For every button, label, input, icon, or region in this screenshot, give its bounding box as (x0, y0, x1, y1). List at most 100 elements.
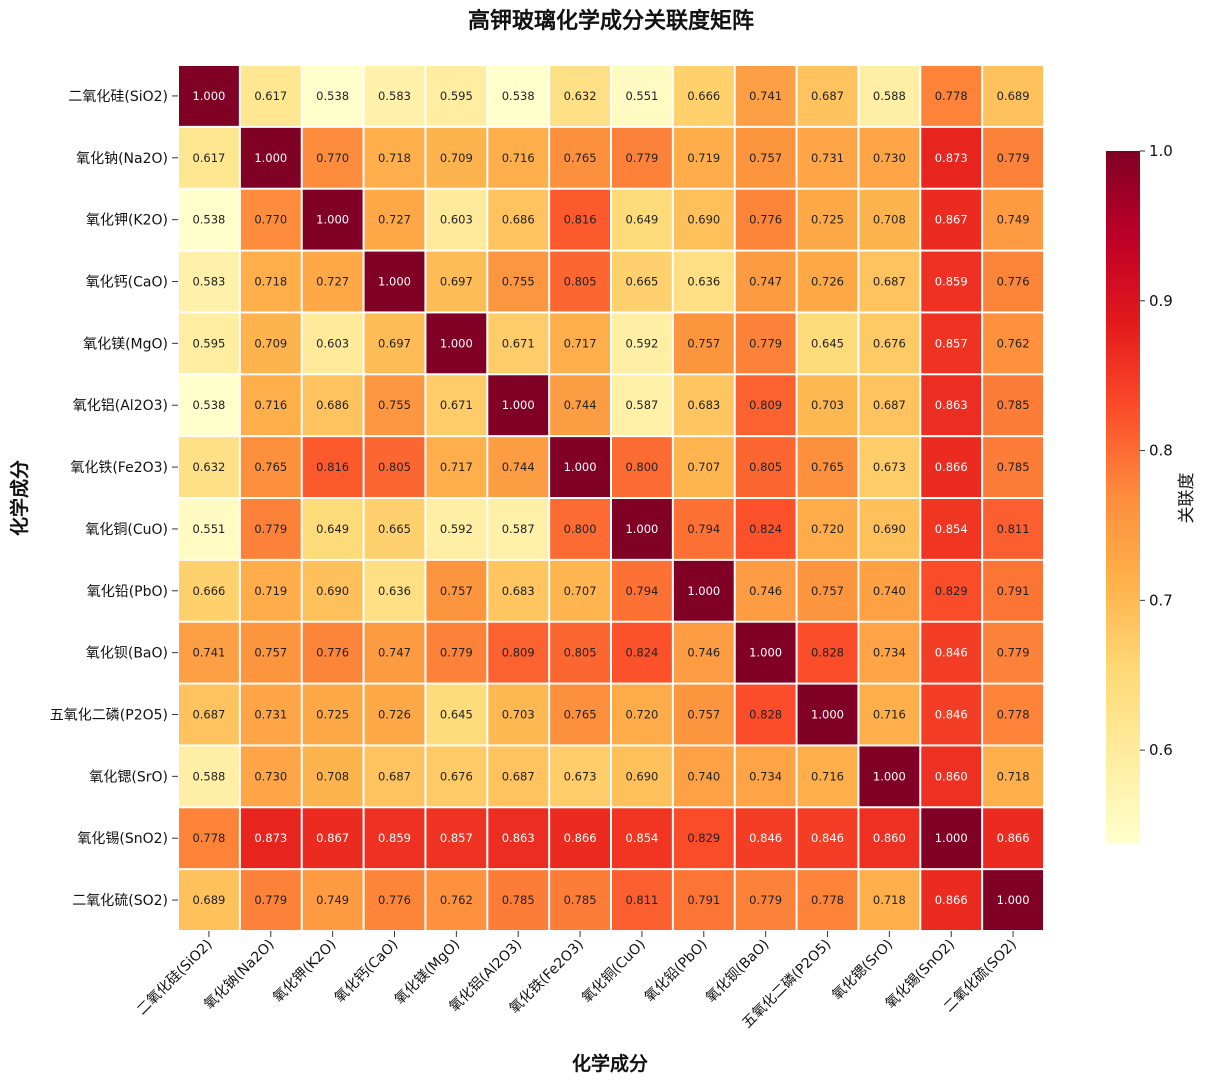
cell-value-label: 0.757 (254, 646, 287, 660)
heatmap-cell (426, 622, 487, 683)
cell-value-label: 0.755 (378, 398, 411, 412)
heatmap-cell (797, 66, 858, 126)
cell-value-label: 0.725 (316, 708, 349, 722)
heatmap-cell (364, 746, 425, 807)
heatmap-cell (859, 560, 920, 621)
heatmap-cell (859, 746, 920, 807)
cell-value-label: 0.765 (564, 151, 597, 165)
heatmap-cell (859, 622, 920, 683)
cell-value-label: 0.785 (564, 893, 597, 907)
heatmap-cell (550, 375, 610, 436)
heatmap-cell (364, 189, 425, 250)
heatmap-cell (364, 127, 425, 188)
heatmap-cell (550, 251, 610, 312)
cell-value-label: 0.765 (811, 460, 844, 474)
heatmap-cell (612, 746, 672, 807)
cell-value-label: 0.587 (502, 522, 535, 536)
heatmap-cell (302, 375, 363, 436)
cell-value-label: 0.747 (378, 646, 411, 660)
heatmap-cell (735, 684, 796, 745)
heatmap-cell (302, 622, 363, 683)
cell-value-label: 0.592 (440, 522, 473, 536)
heatmap-cell (550, 437, 610, 497)
heatmap-cell (612, 437, 672, 497)
cell-value-label: 0.778 (997, 708, 1030, 722)
colorbar (1106, 151, 1140, 843)
cell-value-label: 1.000 (811, 708, 844, 722)
cell-value-label: 0.776 (749, 213, 782, 227)
heatmap-cell (426, 746, 487, 807)
heatmap-cell (364, 437, 425, 497)
heatmap-cell (921, 684, 982, 745)
cell-value-label: 0.749 (316, 893, 349, 907)
cell-value-label: 0.741 (749, 89, 782, 103)
heatmap-cell (426, 251, 487, 312)
heatmap-cell (983, 499, 1043, 559)
heatmap-cell (735, 127, 796, 188)
heatmap-cell (364, 499, 425, 559)
cell-value-label: 0.603 (440, 213, 473, 227)
cell-value-label: 0.791 (687, 893, 720, 907)
heatmap-cell (426, 375, 487, 436)
x-tick-label: 氧化钡(BaO) (703, 937, 772, 1006)
cell-value-label: 0.749 (997, 213, 1030, 227)
cell-value-label: 0.645 (440, 708, 473, 722)
heatmap-cell (179, 684, 239, 745)
cell-value-label: 0.538 (192, 398, 225, 412)
cell-value-label: 0.778 (935, 89, 968, 103)
cell-value-label: 0.717 (564, 336, 597, 350)
cell-value-label: 0.778 (811, 893, 844, 907)
heatmap-cell (550, 870, 610, 930)
cell-value-label: 0.709 (440, 151, 473, 165)
cell-value-label: 0.779 (440, 646, 473, 660)
heatmap-cell (797, 622, 858, 683)
heatmap-cell (921, 746, 982, 807)
cell-value-label: 0.726 (811, 275, 844, 289)
cell-value-label: 0.703 (811, 398, 844, 412)
heatmap-cell (797, 808, 858, 869)
heatmap-cell (240, 313, 301, 374)
cell-value-label: 0.720 (625, 708, 658, 722)
colorbar-tick-label: 0.6 (1149, 741, 1173, 759)
cell-value-label: 0.846 (749, 831, 782, 845)
cell-value-label: 1.000 (687, 584, 720, 598)
heatmap-cell (735, 66, 796, 126)
heatmap-cell (735, 808, 796, 869)
cell-value-label: 0.816 (564, 213, 597, 227)
cell-value-label: 0.708 (316, 769, 349, 783)
heatmap-cell (426, 499, 487, 559)
cell-value-label: 0.791 (997, 584, 1030, 598)
heatmap-cell (921, 499, 982, 559)
heatmap-cell (921, 437, 982, 497)
heatmap-cell (983, 313, 1043, 374)
heatmap-cell (488, 684, 549, 745)
colorbar-tick-label: 1.0 (1149, 142, 1173, 160)
heatmap-cell (550, 560, 610, 621)
heatmap-cell (797, 870, 858, 930)
colorbar-tick-label: 0.7 (1149, 591, 1173, 609)
cell-value-label: 0.617 (254, 89, 287, 103)
cell-value-label: 0.665 (625, 275, 658, 289)
cell-value-label: 0.755 (502, 275, 535, 289)
cell-value-label: 0.863 (935, 398, 968, 412)
heatmap-cell (550, 313, 610, 374)
heatmap-cell (179, 313, 239, 374)
cell-value-label: 0.846 (935, 708, 968, 722)
heatmap-cell (364, 870, 425, 930)
heatmap-cell (240, 66, 301, 126)
cell-value-label: 0.857 (440, 831, 473, 845)
heatmap-cell (921, 375, 982, 436)
cell-value-label: 0.686 (316, 398, 349, 412)
y-tick-label: 氧化铜(CuO) (85, 522, 168, 538)
heatmap-cell (673, 189, 734, 250)
cell-value-label: 0.727 (378, 213, 411, 227)
heatmap-cell (240, 560, 301, 621)
heatmap-cell (859, 127, 920, 188)
cell-value-label: 0.716 (811, 769, 844, 783)
cell-value-label: 0.551 (192, 522, 225, 536)
cell-value-label: 0.649 (316, 522, 349, 536)
cell-value-label: 0.809 (502, 646, 535, 660)
heatmap-cells (179, 66, 1043, 930)
cell-value-label: 0.587 (625, 398, 658, 412)
heatmap-cell (240, 375, 301, 436)
